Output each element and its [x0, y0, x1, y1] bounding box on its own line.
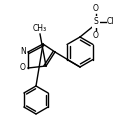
Text: CH₃: CH₃ — [33, 24, 47, 33]
Text: N: N — [20, 47, 26, 57]
Text: O: O — [93, 31, 99, 40]
Text: O: O — [20, 63, 26, 73]
Text: S: S — [94, 17, 98, 27]
Text: Cl: Cl — [107, 17, 115, 27]
Text: O: O — [93, 4, 99, 13]
